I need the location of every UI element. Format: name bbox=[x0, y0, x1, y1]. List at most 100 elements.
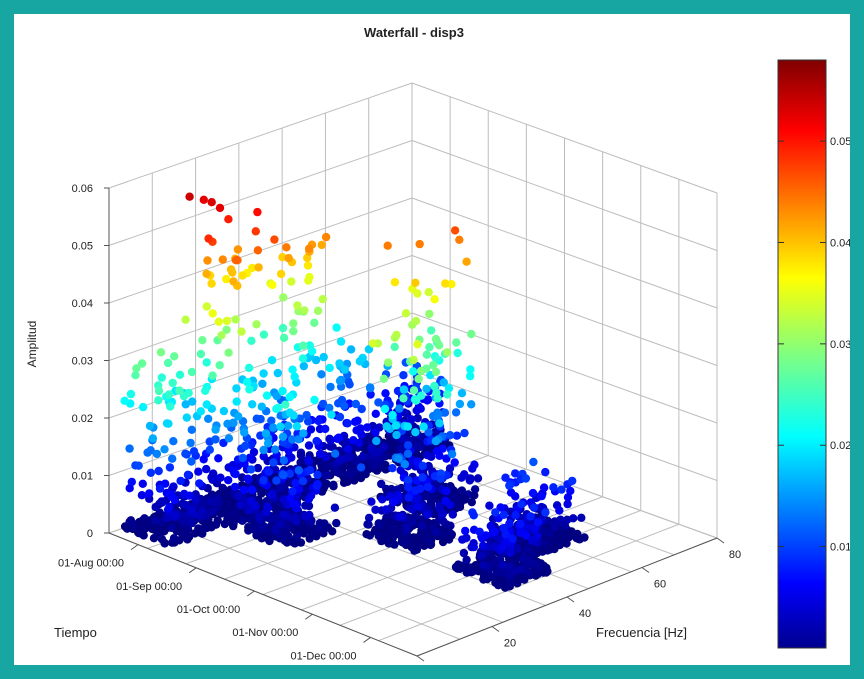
data-point bbox=[185, 192, 194, 201]
data-point bbox=[327, 410, 336, 419]
data-point bbox=[511, 469, 520, 478]
wall-grid-line bbox=[108, 255, 413, 361]
data-point bbox=[423, 451, 432, 460]
data-point bbox=[215, 203, 225, 213]
data-point bbox=[313, 306, 323, 315]
time-tick-mark bbox=[246, 590, 255, 597]
data-point bbox=[421, 529, 431, 539]
data-point bbox=[245, 385, 254, 394]
floor-grid-line bbox=[301, 496, 603, 611]
data-point bbox=[296, 451, 306, 460]
data-point bbox=[438, 537, 448, 547]
data-point bbox=[419, 422, 428, 431]
data-point bbox=[485, 501, 494, 510]
data-point bbox=[404, 476, 413, 485]
data-point bbox=[304, 456, 314, 465]
freq-tick-mark bbox=[716, 537, 725, 544]
data-point bbox=[259, 452, 268, 461]
data-point bbox=[170, 352, 179, 361]
data-point bbox=[477, 551, 486, 560]
data-point bbox=[414, 374, 423, 384]
data-point bbox=[149, 534, 159, 543]
data-point bbox=[182, 413, 191, 422]
data-point bbox=[377, 479, 386, 489]
data-point bbox=[400, 537, 410, 546]
data-point bbox=[404, 493, 413, 502]
data-point bbox=[363, 423, 372, 432]
data-point bbox=[214, 317, 223, 326]
data-point bbox=[541, 467, 550, 477]
data-point bbox=[388, 410, 397, 420]
data-point bbox=[204, 414, 213, 423]
data-point bbox=[238, 516, 247, 525]
data-point bbox=[407, 505, 417, 514]
data-point bbox=[302, 410, 311, 420]
time-tick-mark bbox=[130, 544, 139, 551]
data-point bbox=[240, 428, 249, 437]
data-point bbox=[267, 416, 276, 425]
data-point bbox=[473, 474, 483, 483]
data-point bbox=[131, 371, 140, 380]
freq-tick-label: 40 bbox=[579, 608, 591, 620]
data-point bbox=[430, 295, 439, 304]
data-point bbox=[299, 429, 308, 438]
freq-tick-mark bbox=[491, 626, 500, 632]
data-point bbox=[335, 455, 345, 464]
data-point bbox=[462, 555, 471, 564]
data-point bbox=[275, 520, 285, 529]
data-point bbox=[250, 500, 259, 509]
data-point bbox=[187, 457, 196, 466]
data-point bbox=[539, 538, 548, 547]
data-point bbox=[312, 436, 321, 446]
data-point bbox=[271, 505, 281, 514]
data-point bbox=[343, 419, 352, 428]
data-point bbox=[215, 361, 224, 370]
data-point bbox=[478, 534, 487, 543]
data-point bbox=[139, 531, 148, 540]
data-point bbox=[229, 521, 238, 531]
data-point bbox=[222, 274, 231, 284]
data-point bbox=[202, 464, 211, 474]
data-point bbox=[271, 445, 280, 454]
data-point bbox=[199, 455, 208, 464]
data-point bbox=[242, 377, 252, 387]
data-point bbox=[265, 536, 274, 546]
data-point bbox=[394, 454, 403, 463]
data-point bbox=[399, 385, 409, 394]
chart-title: Waterfall - disp3 bbox=[364, 25, 464, 40]
data-point bbox=[269, 458, 278, 467]
data-point bbox=[290, 539, 299, 548]
data-point bbox=[420, 541, 429, 550]
colorbar-tick-label: 0.03 bbox=[830, 339, 850, 351]
data-point bbox=[563, 499, 572, 509]
data-point bbox=[287, 277, 296, 286]
data-point bbox=[432, 412, 442, 422]
x-axis-label: Frecuencia [Hz] bbox=[596, 625, 687, 640]
data-point bbox=[447, 449, 457, 459]
data-point bbox=[359, 452, 368, 461]
data-point bbox=[399, 394, 408, 403]
z-tick-label: 0.04 bbox=[72, 298, 93, 310]
data-point bbox=[467, 498, 476, 507]
data-point bbox=[293, 301, 302, 310]
data-point bbox=[411, 278, 420, 287]
data-point bbox=[574, 534, 584, 544]
data-point bbox=[154, 466, 163, 476]
data-point bbox=[392, 430, 401, 440]
data-point bbox=[270, 235, 279, 244]
data-point bbox=[217, 331, 226, 340]
data-point bbox=[241, 441, 250, 451]
data-point bbox=[436, 474, 445, 483]
data-point bbox=[330, 503, 340, 512]
data-point bbox=[296, 538, 306, 547]
data-point bbox=[409, 355, 418, 365]
data-point bbox=[247, 336, 256, 345]
data-point bbox=[475, 527, 484, 536]
data-point bbox=[306, 518, 315, 527]
data-point bbox=[372, 436, 381, 446]
data-point bbox=[181, 449, 190, 458]
data-point bbox=[443, 390, 452, 399]
data-point bbox=[191, 495, 200, 504]
data-point bbox=[523, 568, 533, 577]
data-point bbox=[272, 391, 281, 401]
